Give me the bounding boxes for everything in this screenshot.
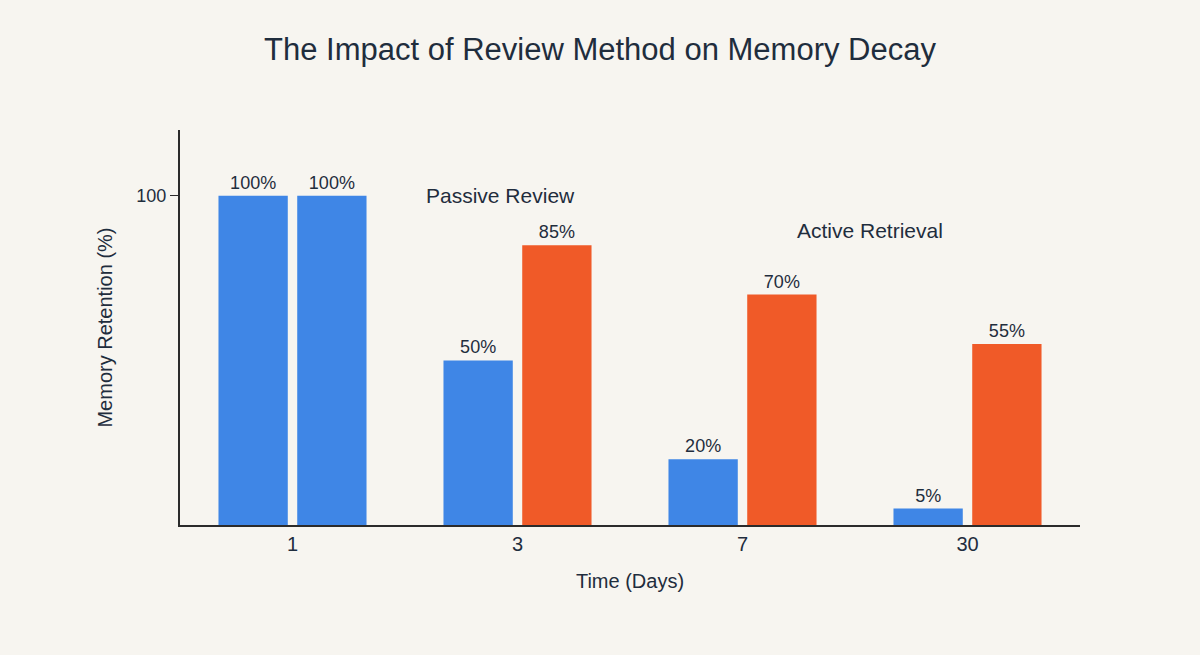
svg-text:100%: 100%: [309, 173, 355, 193]
svg-text:3: 3: [512, 533, 523, 555]
svg-text:Passive Review: Passive Review: [426, 184, 575, 207]
svg-text:Time (Days): Time (Days): [576, 570, 684, 592]
svg-text:Active Retrieval: Active Retrieval: [797, 219, 943, 242]
svg-text:Memory Retention (%): Memory Retention (%): [94, 227, 116, 427]
svg-text:100: 100: [136, 186, 166, 206]
svg-text:5%: 5%: [915, 486, 941, 506]
svg-text:The Impact of Review Method on: The Impact of Review Method on Memory De…: [264, 32, 936, 67]
svg-text:70%: 70%: [764, 272, 800, 292]
svg-text:20%: 20%: [685, 436, 721, 456]
svg-text:30: 30: [956, 533, 978, 555]
svg-text:100%: 100%: [230, 173, 276, 193]
svg-text:1: 1: [287, 533, 298, 555]
svg-text:50%: 50%: [460, 337, 496, 357]
svg-text:55%: 55%: [989, 321, 1025, 341]
svg-text:7: 7: [737, 533, 748, 555]
svg-text:85%: 85%: [539, 222, 575, 242]
